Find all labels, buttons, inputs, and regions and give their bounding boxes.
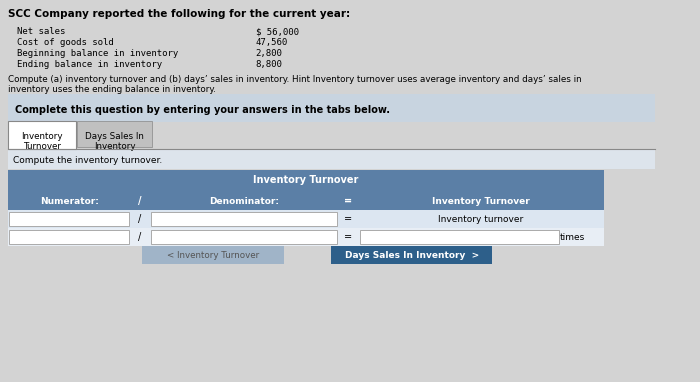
FancyBboxPatch shape bbox=[8, 170, 604, 192]
Text: Days Sales In
Inventory: Days Sales In Inventory bbox=[85, 132, 144, 151]
FancyBboxPatch shape bbox=[8, 149, 655, 169]
Text: Net sales: Net sales bbox=[17, 27, 65, 36]
Text: Denominator:: Denominator: bbox=[209, 196, 279, 206]
Text: Ending balance in inventory: Ending balance in inventory bbox=[17, 60, 162, 69]
Text: 47,560: 47,560 bbox=[256, 38, 288, 47]
FancyBboxPatch shape bbox=[331, 246, 492, 264]
Text: Days Sales In Inventory  >: Days Sales In Inventory > bbox=[344, 251, 479, 259]
Text: Complete this question by entering your answers in the tabs below.: Complete this question by entering your … bbox=[15, 105, 390, 115]
Text: 8,800: 8,800 bbox=[256, 60, 283, 69]
Text: =: = bbox=[344, 214, 352, 224]
FancyBboxPatch shape bbox=[8, 228, 604, 246]
FancyBboxPatch shape bbox=[142, 246, 284, 264]
Text: < Inventory Turnover: < Inventory Turnover bbox=[167, 251, 259, 259]
Text: =: = bbox=[344, 232, 352, 242]
Text: Beginning balance in inventory: Beginning balance in inventory bbox=[17, 49, 179, 58]
Text: times: times bbox=[560, 233, 585, 241]
Bar bbox=[151, 230, 337, 244]
Text: /: / bbox=[139, 214, 141, 224]
Bar bbox=[10, 212, 129, 226]
Text: 2,800: 2,800 bbox=[256, 49, 283, 58]
Text: $ 56,000: $ 56,000 bbox=[256, 27, 299, 36]
Bar bbox=[8, 121, 76, 149]
Text: Cost of goods sold: Cost of goods sold bbox=[17, 38, 114, 47]
FancyBboxPatch shape bbox=[8, 210, 604, 228]
Text: Inventory Turnover: Inventory Turnover bbox=[253, 175, 358, 185]
Text: /: / bbox=[139, 196, 142, 206]
Bar bbox=[360, 230, 559, 244]
Bar bbox=[77, 121, 153, 147]
FancyBboxPatch shape bbox=[8, 192, 604, 210]
Text: Inventory Turnover: Inventory Turnover bbox=[432, 196, 530, 206]
Text: Compute (a) inventory turnover and (b) days’ sales in inventory. Hint Inventory : Compute (a) inventory turnover and (b) d… bbox=[8, 75, 581, 94]
Text: Inventory turnover: Inventory turnover bbox=[438, 215, 524, 223]
Text: Compute the inventory turnover.: Compute the inventory turnover. bbox=[13, 156, 162, 165]
Bar bbox=[151, 212, 337, 226]
Text: SCC Company reported the following for the current year:: SCC Company reported the following for t… bbox=[8, 9, 350, 19]
Text: /: / bbox=[139, 232, 141, 242]
Text: Inventory
Turnover: Inventory Turnover bbox=[21, 132, 62, 151]
Text: Numerator:: Numerator: bbox=[40, 196, 99, 206]
FancyBboxPatch shape bbox=[8, 94, 655, 122]
Text: =: = bbox=[344, 196, 352, 206]
Bar bbox=[10, 230, 129, 244]
